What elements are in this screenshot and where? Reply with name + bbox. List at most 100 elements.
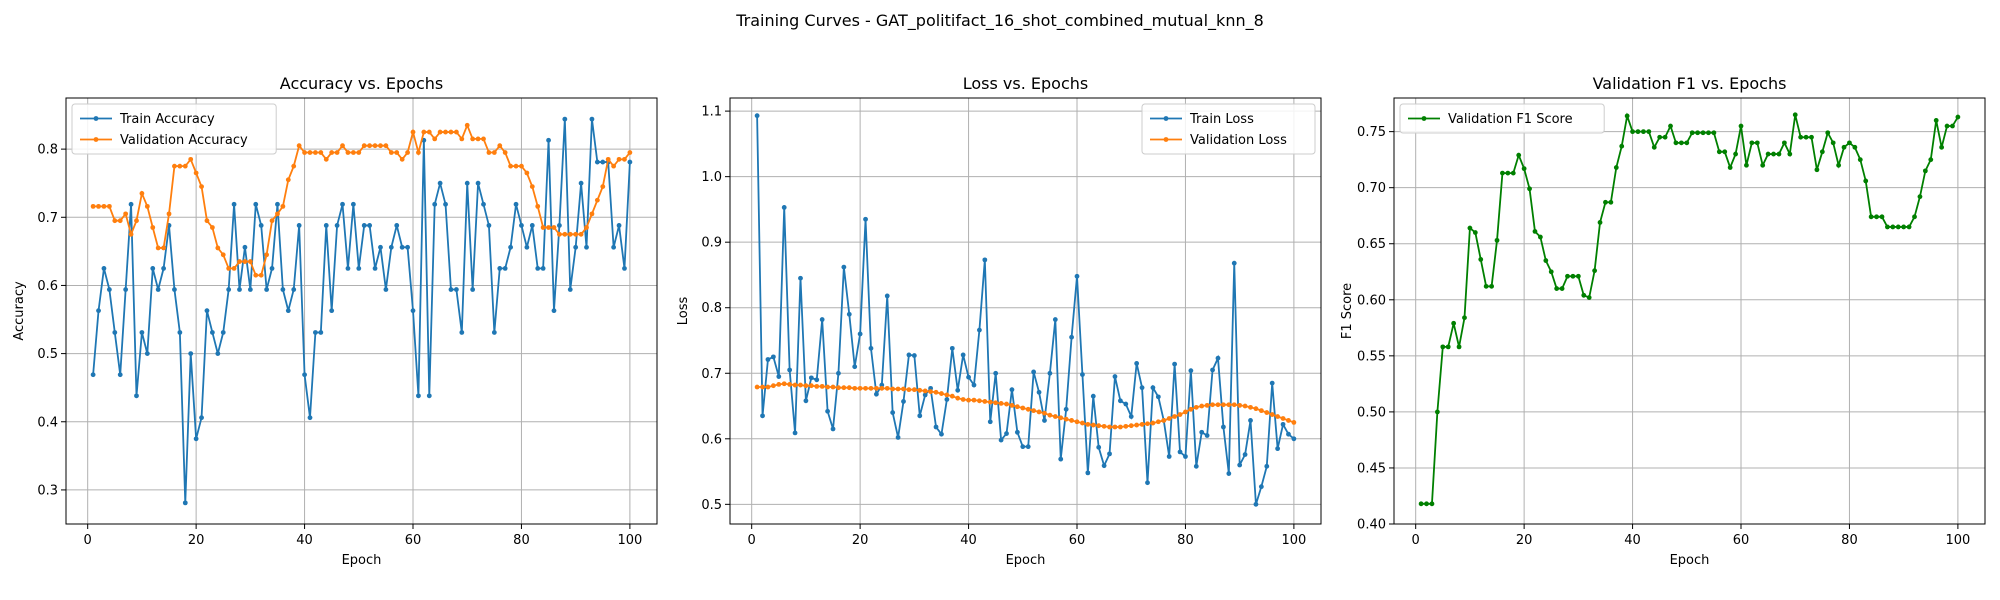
data-point	[134, 393, 139, 399]
data-point	[1286, 418, 1291, 423]
data-point	[209, 330, 215, 335]
data-point	[1933, 118, 1939, 123]
data-point	[863, 385, 868, 391]
data-point	[529, 223, 535, 228]
data-point	[1901, 224, 1907, 230]
data-point	[1253, 406, 1259, 412]
data-point	[269, 266, 275, 271]
data-point	[955, 387, 961, 393]
series-line	[757, 382, 1295, 428]
data-point	[448, 287, 454, 292]
data-point	[209, 225, 215, 230]
data-point	[611, 244, 617, 250]
data-point	[1603, 199, 1608, 205]
data-point	[1166, 454, 1172, 459]
data-point	[825, 384, 830, 390]
data-point	[754, 113, 760, 119]
data-point	[1548, 269, 1554, 275]
data-point	[1651, 144, 1657, 150]
data-point	[1630, 129, 1635, 135]
data-point	[1635, 129, 1641, 135]
series-line	[92, 119, 631, 503]
series-line	[93, 122, 631, 277]
data-point	[1554, 286, 1560, 291]
data-point	[546, 137, 551, 143]
data-point	[895, 386, 901, 392]
data-point	[1253, 501, 1259, 507]
data-point	[96, 308, 101, 314]
data-point	[1706, 130, 1711, 136]
x-tick-label: 40	[296, 533, 313, 548]
data-point	[226, 266, 232, 271]
x-tick-label: 100	[617, 533, 642, 548]
data-point	[1467, 225, 1473, 231]
data-point	[280, 203, 286, 209]
data-point	[150, 266, 156, 271]
data-point	[437, 129, 443, 135]
data-point	[486, 150, 492, 155]
data-point	[112, 330, 118, 335]
data-point	[519, 163, 524, 169]
data-point	[502, 150, 508, 155]
data-point	[1787, 151, 1793, 157]
data-point	[134, 218, 139, 224]
data-point	[933, 389, 939, 395]
data-point	[819, 383, 825, 389]
data-point	[106, 203, 112, 209]
data-point	[470, 287, 476, 292]
data-point	[264, 287, 270, 292]
data-point	[627, 159, 633, 165]
data-point	[1754, 140, 1760, 146]
data-point	[1117, 424, 1123, 430]
legend-swatch-marker	[1163, 137, 1169, 142]
data-point	[906, 387, 912, 393]
data-point	[410, 308, 416, 314]
data-point	[1204, 402, 1210, 408]
data-point	[378, 143, 383, 149]
data-point	[139, 330, 145, 335]
data-point	[814, 377, 820, 383]
data-point	[1890, 224, 1896, 230]
data-point	[1031, 408, 1037, 414]
data-point	[470, 136, 476, 142]
data-point	[1096, 423, 1102, 429]
data-point	[1275, 414, 1281, 419]
data-point	[955, 395, 961, 401]
data-point	[825, 408, 830, 414]
data-point	[1776, 151, 1782, 157]
data-point	[1641, 129, 1646, 135]
data-point	[464, 122, 470, 128]
data-point	[836, 370, 841, 376]
charts-container: Accuracy vs. Epochs 0 20 40 60 80 100 0.3 0.4 0.5…	[12, 74, 1986, 568]
data-point	[220, 252, 226, 258]
data-point	[481, 201, 486, 207]
data-point	[388, 244, 394, 250]
data-point	[1912, 214, 1917, 220]
data-point	[1510, 170, 1516, 176]
data-point	[193, 170, 199, 176]
data-point	[155, 245, 161, 251]
data-point	[1440, 344, 1446, 350]
grid-lines	[730, 98, 1321, 524]
data-point	[161, 245, 167, 251]
data-point	[1462, 315, 1467, 321]
data-point	[1689, 130, 1695, 136]
data-point	[1248, 404, 1253, 410]
data-point	[464, 180, 470, 186]
data-point	[1944, 123, 1950, 129]
data-point	[285, 308, 291, 314]
legend-swatch-marker	[93, 116, 99, 121]
data-point	[291, 287, 297, 292]
legend-label: Validation F1 Score	[1448, 112, 1573, 127]
data-point	[524, 244, 530, 250]
data-point	[998, 437, 1004, 443]
data-point	[237, 287, 242, 292]
data-point	[1199, 429, 1205, 435]
data-point	[1150, 420, 1156, 426]
data-point	[253, 272, 259, 278]
data-point	[1857, 157, 1863, 163]
legend-box	[71, 103, 277, 155]
data-point	[600, 184, 606, 190]
data-point	[939, 391, 944, 396]
data-point	[405, 150, 410, 155]
